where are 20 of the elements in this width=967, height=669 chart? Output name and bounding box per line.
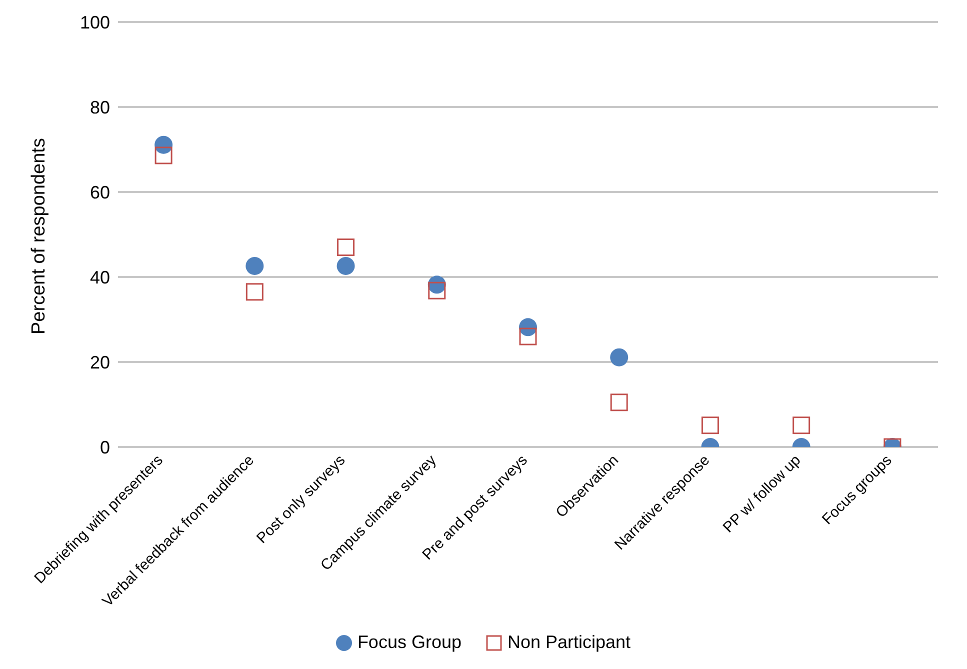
- y-tick-label: 0: [100, 437, 110, 458]
- legend-label: Focus Group: [356, 632, 462, 653]
- y-axis-title: Percent of respondents: [28, 138, 50, 334]
- point: [154, 146, 172, 164]
- point: [337, 238, 355, 256]
- y-tick-label: 60: [90, 182, 110, 202]
- point: [336, 256, 355, 275]
- point: [792, 416, 810, 434]
- point: [246, 283, 264, 301]
- legend-label: Non Participant: [506, 632, 631, 653]
- point: [246, 256, 264, 275]
- y-tick-label: 100: [80, 12, 110, 32]
- point: [428, 282, 446, 300]
- point: [610, 348, 628, 366]
- point: [610, 394, 628, 412]
- point: [701, 416, 719, 434]
- y-tick-label: 20: [90, 352, 110, 372]
- y-tick-label: 40: [90, 267, 110, 288]
- point: [519, 328, 537, 346]
- y-tick-label: 80: [90, 97, 110, 118]
